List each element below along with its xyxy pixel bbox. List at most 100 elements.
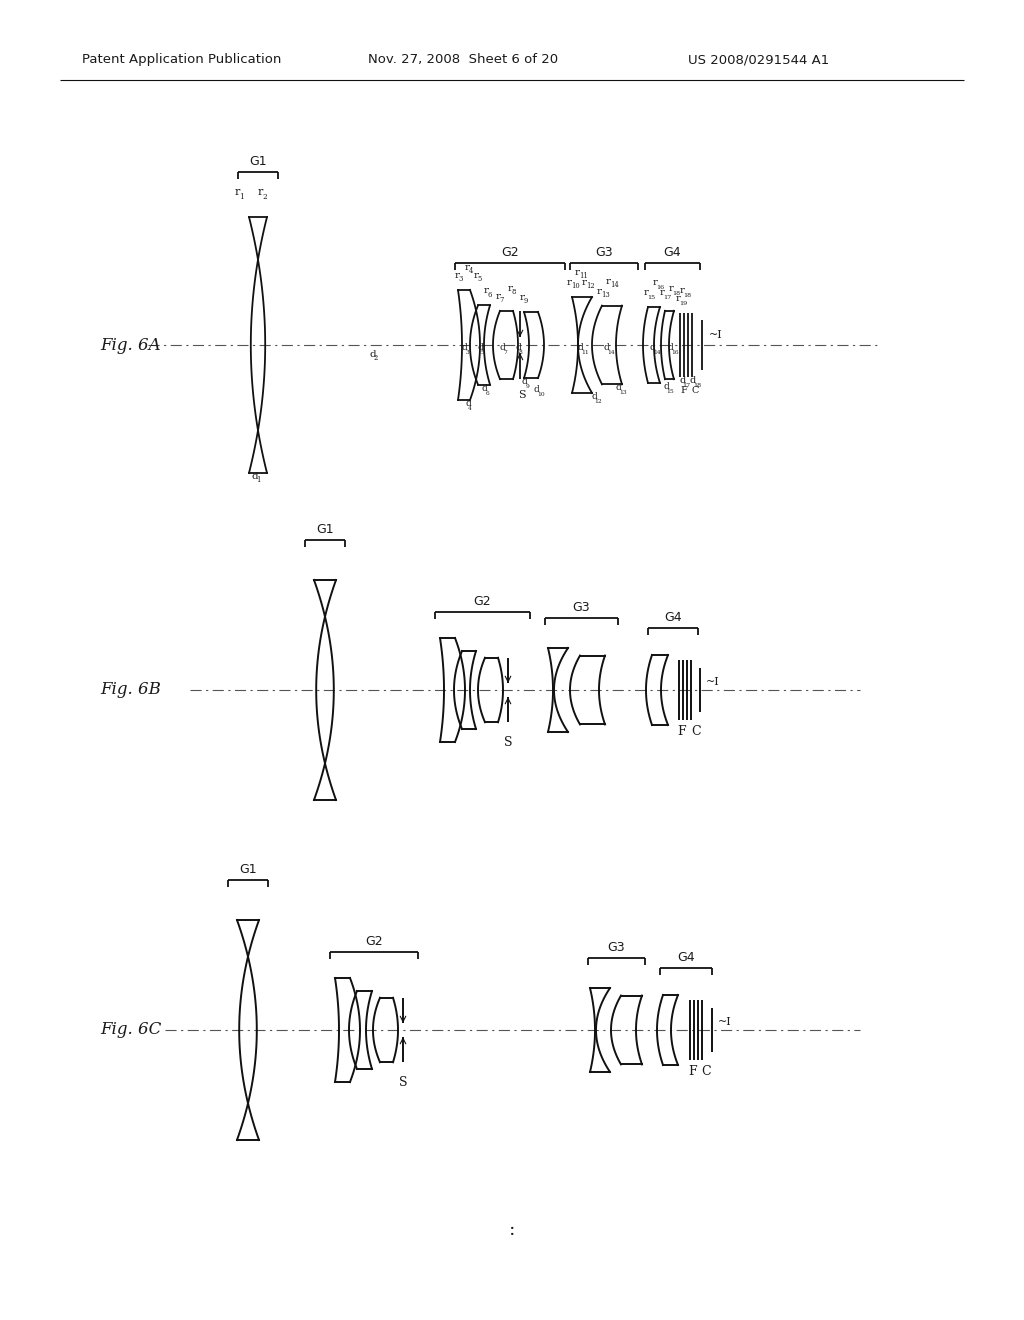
Text: d: d: [482, 384, 487, 392]
Text: 16: 16: [656, 285, 665, 290]
Text: G2: G2: [474, 595, 492, 609]
Text: 15: 15: [667, 389, 674, 393]
Text: 10: 10: [538, 392, 545, 397]
Text: 8: 8: [512, 288, 516, 296]
Text: G3: G3: [572, 601, 590, 614]
Text: 3: 3: [459, 276, 463, 284]
Text: Patent Application Publication: Patent Application Publication: [82, 54, 282, 66]
Text: 1: 1: [239, 193, 244, 201]
Text: r: r: [597, 286, 602, 296]
Text: G1: G1: [316, 523, 334, 536]
Text: 13: 13: [620, 391, 627, 395]
Text: 19: 19: [680, 301, 688, 306]
Text: ~I: ~I: [718, 1016, 732, 1027]
Text: 14: 14: [607, 350, 614, 355]
Text: r: r: [606, 277, 611, 285]
Text: Fig. 6A: Fig. 6A: [100, 337, 161, 354]
Text: 18: 18: [673, 290, 681, 296]
Text: r: r: [669, 284, 674, 293]
Text: C: C: [692, 387, 699, 395]
Text: d: d: [668, 343, 674, 352]
Text: G1: G1: [240, 863, 257, 876]
Text: G3: G3: [607, 941, 626, 954]
Text: 9: 9: [525, 384, 529, 389]
Text: 4: 4: [468, 407, 472, 411]
Text: US 2008/0291544 A1: US 2008/0291544 A1: [688, 54, 829, 66]
Text: r: r: [258, 187, 263, 197]
Text: 11: 11: [582, 350, 589, 355]
Text: d: d: [534, 385, 540, 393]
Text: d: d: [522, 378, 527, 385]
Text: ~I: ~I: [709, 330, 723, 341]
Text: r: r: [465, 263, 470, 272]
Text: G1: G1: [249, 154, 267, 168]
Text: d: d: [370, 350, 377, 359]
Text: r: r: [680, 285, 685, 294]
Text: 7: 7: [503, 350, 507, 355]
Text: C: C: [701, 1065, 711, 1078]
Text: 13: 13: [601, 290, 609, 300]
Text: 15: 15: [647, 296, 655, 300]
Text: r: r: [582, 279, 587, 286]
Text: 2: 2: [374, 354, 378, 363]
Text: r: r: [455, 271, 460, 280]
Text: r: r: [567, 279, 572, 286]
Text: d: d: [604, 343, 609, 352]
Text: G2: G2: [501, 246, 519, 259]
Text: r: r: [508, 284, 513, 293]
Text: 17: 17: [683, 383, 690, 388]
Text: 17: 17: [664, 296, 672, 300]
Text: r: r: [653, 279, 657, 286]
Text: r: r: [575, 268, 580, 277]
Text: r: r: [676, 294, 681, 302]
Text: r: r: [234, 187, 241, 197]
Text: 12: 12: [594, 399, 602, 404]
Text: r: r: [474, 271, 479, 280]
Text: G2: G2: [366, 935, 383, 948]
Text: C: C: [691, 725, 700, 738]
Text: 4: 4: [469, 268, 473, 276]
Text: r: r: [644, 288, 649, 297]
Text: G4: G4: [664, 246, 681, 259]
Text: 10: 10: [570, 282, 580, 290]
Text: d: d: [500, 343, 506, 352]
Text: r: r: [520, 293, 525, 302]
Text: G4: G4: [677, 950, 695, 964]
Text: d: d: [578, 343, 584, 352]
Text: d: d: [690, 376, 696, 385]
Text: 11: 11: [579, 272, 588, 280]
Text: 2: 2: [262, 193, 266, 201]
Text: ~I: ~I: [706, 677, 720, 686]
Text: 5: 5: [480, 350, 484, 355]
Text: S: S: [504, 735, 512, 748]
Text: 3: 3: [465, 350, 469, 355]
Text: 6: 6: [485, 391, 489, 396]
Text: 14: 14: [653, 350, 660, 355]
Text: d: d: [679, 376, 685, 385]
Text: F: F: [680, 387, 687, 395]
Text: 6: 6: [487, 290, 493, 298]
Text: r: r: [660, 288, 665, 297]
Text: d: d: [650, 343, 655, 352]
Text: d: d: [663, 381, 669, 391]
Text: 1: 1: [256, 477, 260, 484]
Text: d: d: [515, 343, 521, 352]
Text: G4: G4: [665, 611, 682, 624]
Text: d: d: [252, 473, 259, 480]
Text: 14: 14: [609, 281, 618, 289]
Text: 8: 8: [518, 350, 522, 355]
Text: S: S: [518, 389, 525, 400]
Text: F: F: [688, 1065, 696, 1078]
Text: d: d: [477, 343, 482, 352]
Text: F: F: [677, 725, 686, 738]
Text: 7: 7: [500, 296, 504, 305]
Text: G3: G3: [595, 246, 612, 259]
Text: 18: 18: [683, 293, 691, 298]
Text: 5: 5: [478, 276, 482, 284]
Text: Fig. 6B: Fig. 6B: [100, 681, 161, 698]
Text: d: d: [462, 343, 468, 352]
Text: 12: 12: [586, 282, 594, 290]
Text: d: d: [591, 392, 597, 401]
Text: d: d: [616, 383, 622, 392]
Text: :: :: [509, 1221, 515, 1239]
